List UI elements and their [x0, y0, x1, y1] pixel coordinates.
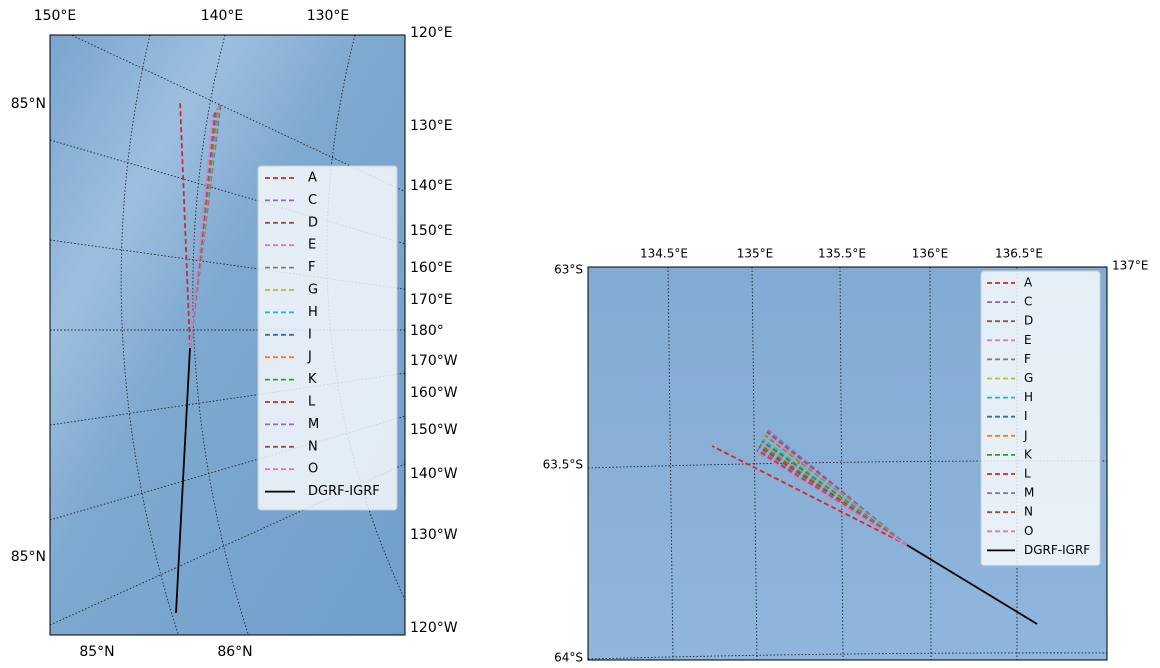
legend-label: E: [308, 238, 316, 253]
legend-label: A: [308, 171, 317, 186]
axis-label: 85°N: [11, 96, 46, 112]
legend-label: L: [308, 395, 316, 410]
axis-label: 140°E: [410, 178, 453, 194]
legend-label: DGRF-IGRF: [308, 484, 380, 499]
axis-label: 120°E: [410, 25, 453, 41]
legend-label: F: [308, 260, 315, 275]
figure: ACDEFGHIJKLMNODGRF-IGRF ACDEFGHIJKLMNODG…: [0, 0, 1160, 668]
axis-label: 135.5°E: [818, 247, 866, 261]
axis-label: 136°E: [912, 247, 949, 261]
axis-label: 140°W: [410, 466, 458, 482]
legend-box: [258, 166, 397, 510]
legend-label: H: [1024, 390, 1033, 404]
axis-label: 160°E: [410, 260, 453, 276]
legend-label: D: [1024, 314, 1033, 328]
axis-label: 160°W: [410, 385, 458, 401]
axis-label: 63.5°S: [543, 458, 583, 472]
legend-label: K: [308, 372, 317, 387]
legend-box: [981, 271, 1100, 566]
axis-label: 170°W: [410, 353, 458, 369]
axis-label: 130°E: [307, 8, 350, 24]
legend-label: G: [308, 283, 318, 298]
axis-label: 137°E: [1112, 259, 1149, 273]
legend-label: F: [1024, 352, 1031, 366]
legend-label: O: [1024, 524, 1033, 538]
legend-label: E: [1024, 333, 1032, 347]
legend-label: I: [308, 327, 312, 342]
axis-label: 134.5°E: [640, 247, 688, 261]
legend-label: L: [1024, 467, 1031, 481]
legend-label: M: [308, 417, 319, 432]
legend-label: A: [1024, 276, 1033, 290]
axis-label: 140°E: [201, 8, 244, 24]
axis-label: 150°E: [34, 8, 77, 24]
legend-label: H: [308, 305, 318, 320]
legend-label: G: [1024, 371, 1033, 385]
axis-label: 85°N: [79, 644, 114, 660]
axis-label: 180°: [410, 323, 444, 339]
legend-label: K: [1024, 447, 1033, 461]
axis-label: 85°N: [11, 549, 46, 565]
axis-label: 64°S: [554, 651, 583, 665]
legend-label: J: [1023, 428, 1028, 442]
legend-label: N: [1024, 505, 1033, 519]
legend-label: N: [308, 439, 318, 454]
axis-label: 150°E: [410, 223, 453, 239]
legend-label: O: [308, 462, 318, 477]
axis-label: 135°E: [737, 247, 774, 261]
legend-label: C: [308, 193, 317, 208]
axis-label: 130°E: [410, 118, 453, 134]
legend-label: I: [1024, 409, 1028, 423]
axis-label: 170°E: [410, 292, 453, 308]
axis-label: 130°W: [410, 527, 458, 543]
axis-label: 150°W: [410, 422, 458, 438]
legend-label: M: [1024, 486, 1034, 500]
axis-label: 120°W: [410, 620, 458, 636]
legend-label: J: [307, 350, 312, 365]
axis-label: 63°S: [554, 263, 583, 277]
axis-label: 86°N: [217, 644, 252, 660]
legend-label: D: [308, 215, 318, 230]
axis-label: 136.5°E: [995, 247, 1043, 261]
legend-label: DGRF-IGRF: [1024, 543, 1090, 557]
legend-label: C: [1024, 295, 1032, 309]
